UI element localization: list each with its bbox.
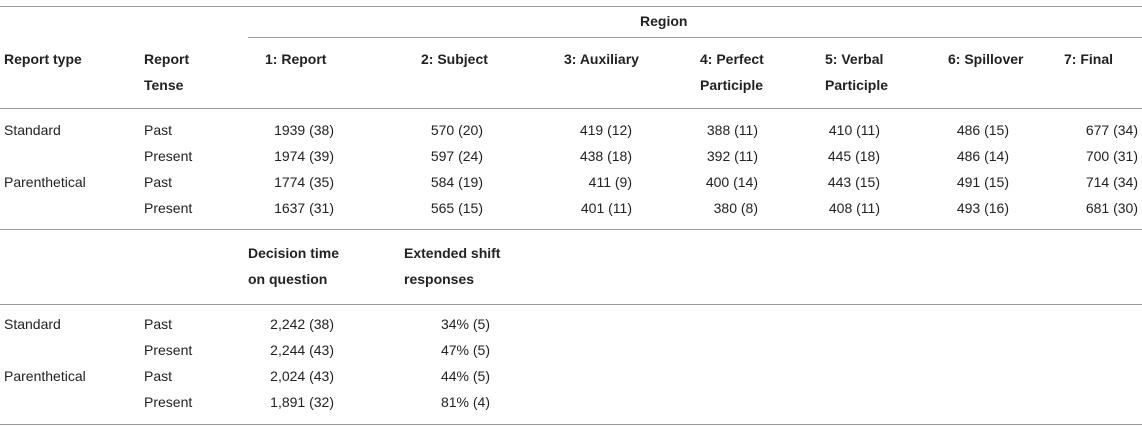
cell-value: 445 (18) [827,148,880,164]
region-col-header-5-line2: Participle [825,77,889,93]
cell-value: 388 (11) [706,122,758,138]
cell-value: 486 (15) [956,122,1009,138]
cell-value: 1637 (31) [274,200,334,216]
decision-time-value: 2,244 (43) [270,342,334,358]
cell-value: 491 (15) [956,174,1009,190]
cell-value: 597 (24) [430,148,483,164]
cell-value: 570 (20) [430,122,483,138]
row-report-tense: Past [144,316,173,332]
row-report-tense: Present [144,342,193,358]
cell-value: 681 (30) [1085,200,1138,216]
cell-value: 408 (11) [828,200,880,216]
cell-value: 1974 (39) [274,148,334,164]
section-divider-rule [0,229,1142,230]
cell-value: 493 (16) [956,200,1009,216]
header-bottom-rule [0,108,1142,109]
row-report-type: Parenthetical [4,368,86,384]
extended-shift-value: 47% (5) [440,342,490,358]
cell-value: 700 (31) [1085,148,1138,164]
row-report-type: Parenthetical [4,174,86,190]
cell-value: 1939 (38) [274,122,334,138]
decision-time-value: 2,024 (43) [270,368,334,384]
extended-shift-value: 81% (4) [440,394,490,410]
row-report-type: Standard [4,316,61,332]
cell-value: 411 (9) [588,174,632,190]
row-report-tense: Present [144,394,193,410]
cell-value: 584 (19) [430,174,483,190]
cell-value: 410 (11) [828,122,880,138]
region-col-header-5-line1: 5: Verbal [825,51,884,67]
cell-value: 419 (12) [579,122,632,138]
region-underline [248,37,1142,38]
cell-value: 443 (15) [827,174,880,190]
report-type-header: Report type [4,51,82,67]
cell-value: 714 (34) [1085,174,1138,190]
extended-shift-header-line2: responses [404,271,475,287]
table-top-rule [0,6,1142,7]
row-report-tense: Present [144,200,193,216]
report-tense-header-line2: Tense [144,77,184,93]
region-col-header-4-line2: Participle [700,77,764,93]
cell-value: 400 (14) [705,174,758,190]
row-report-type: Standard [4,122,61,138]
row-report-tense: Present [144,148,193,164]
cell-value: 677 (34) [1085,122,1138,138]
region-col-header-7: 7: Final [1064,51,1114,67]
report-tense-header-line1: Report [144,51,190,67]
region-col-header-2: 2: Subject [421,51,488,67]
cell-value: 1774 (35) [274,174,334,190]
row-report-tense: Past [144,122,173,138]
cell-value: 380 (8) [713,200,758,216]
decision-time-value: 2,242 (38) [270,316,334,332]
region-col-header-4-line1: 4: Perfect [700,51,764,67]
decision-time-header-line1: Decision time [248,245,340,261]
row-report-tense: Past [144,368,173,384]
cell-value: 392 (11) [706,148,758,164]
extended-shift-header-line1: Extended shift [404,245,501,261]
cell-value: 565 (15) [430,200,483,216]
decision-time-header-line2: on question [248,271,328,287]
cell-value: 401 (11) [580,200,632,216]
cell-value: 486 (14) [956,148,1009,164]
cell-value: 438 (18) [579,148,632,164]
region-header: Region [640,13,688,29]
table-bottom-rule [0,424,1142,425]
region-col-header-3: 3: Auxiliary [564,51,639,67]
region-col-header-1: 1: Report [265,51,327,67]
bottom-header-rule [0,304,1142,305]
extended-shift-value: 44% (5) [440,368,490,384]
region-col-header-6: 6: Spillover [948,51,1024,67]
extended-shift-value: 34% (5) [440,316,490,332]
row-report-tense: Past [144,174,173,190]
decision-time-value: 1,891 (32) [270,394,334,410]
